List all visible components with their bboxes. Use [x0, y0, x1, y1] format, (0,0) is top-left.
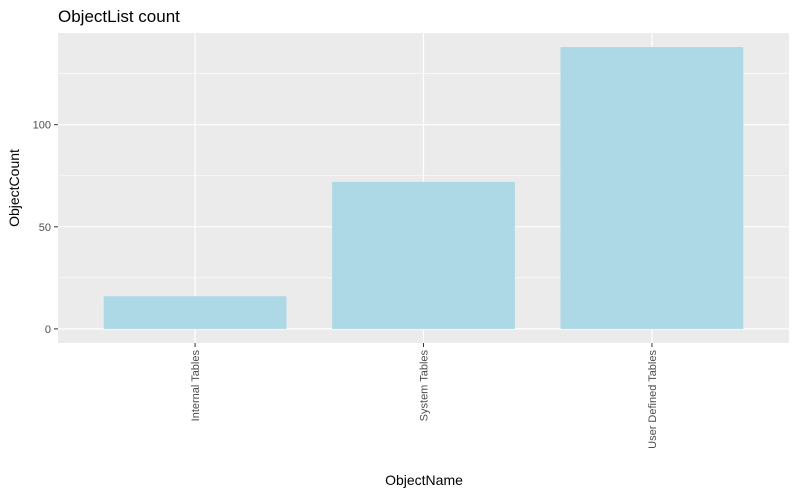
y-tick-label: 50 [39, 222, 51, 234]
y-axis-title: ObjectCount [6, 149, 22, 227]
bars [103, 47, 744, 329]
bar [332, 181, 515, 329]
chart-title: ObjectList count [58, 7, 180, 26]
x-tick-label: Internal Tables [190, 350, 202, 422]
y-tick-label: 100 [33, 120, 51, 132]
x-tick-label: System Tables [419, 350, 431, 422]
x-tick-label: User Defined Tables [647, 350, 659, 449]
y-tick-label: 0 [45, 324, 51, 336]
y-axis: 0 50 100 [33, 120, 58, 336]
x-axis: Internal Tables System Tables User Defined… [190, 343, 659, 449]
x-axis-title: ObjectName [385, 472, 463, 488]
bar [103, 296, 287, 329]
bar [560, 47, 744, 329]
